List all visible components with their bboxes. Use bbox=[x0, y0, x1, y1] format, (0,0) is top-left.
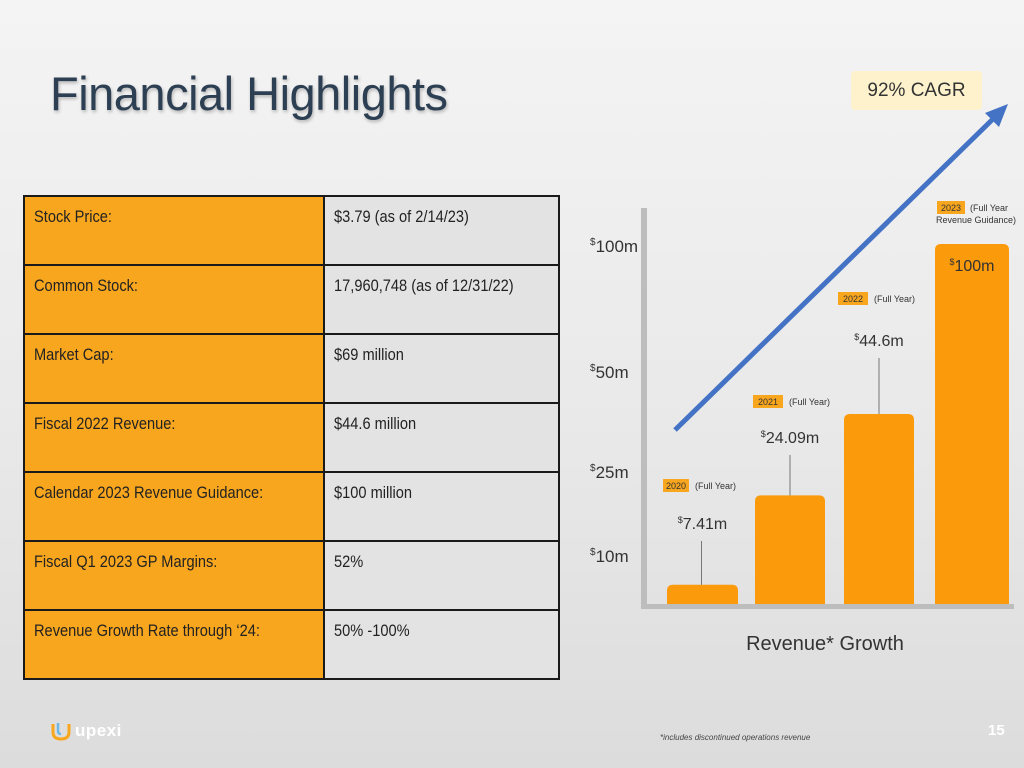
bar bbox=[755, 495, 825, 604]
period-label: (Full Year bbox=[970, 203, 1008, 213]
financial-highlights-table: Stock Price: $3.79 (as of 2/14/23) Commo… bbox=[23, 195, 560, 680]
category-label: 2023 bbox=[941, 203, 961, 213]
y-tick-label: $10m bbox=[590, 547, 629, 566]
category-label: 2022 bbox=[843, 294, 863, 304]
table-row: Stock Price: $3.79 (as of 2/14/23) bbox=[23, 195, 560, 266]
table-row: Revenue Growth Rate through ‘24: 50% -10… bbox=[23, 609, 560, 680]
table-cell-label: Calendar 2023 Revenue Guidance: bbox=[23, 471, 325, 542]
footnote: *includes discontinued operations revenu… bbox=[660, 733, 811, 742]
table-cell-label: Revenue Growth Rate through ‘24: bbox=[23, 609, 325, 680]
data-label: $44.6m bbox=[854, 332, 903, 350]
y-tick-label: $25m bbox=[590, 463, 629, 482]
year-tag bbox=[838, 292, 868, 305]
table-cell-label: Fiscal 2022 Revenue: bbox=[23, 402, 325, 473]
x-axis-line bbox=[641, 604, 1014, 609]
period-label: (Full Year) bbox=[695, 481, 736, 491]
table-cell-value: $69 million bbox=[323, 333, 560, 404]
table-cell-value: $44.6 million bbox=[323, 402, 560, 473]
chart-title: Revenue* Growth bbox=[746, 633, 904, 655]
table-cell-value: 50% -100% bbox=[323, 609, 560, 680]
data-label: $7.41m bbox=[678, 515, 727, 533]
category-label: 2020 bbox=[666, 481, 686, 491]
period-label: (Full Year) bbox=[874, 294, 915, 304]
upexi-logo: upexi bbox=[50, 720, 122, 742]
table-row: Common Stock: 17,960,748 (as of 12/31/22… bbox=[23, 264, 560, 335]
table-row: Calendar 2023 Revenue Guidance: $100 mil… bbox=[23, 471, 560, 542]
period-label: Revenue Guidance) bbox=[936, 215, 1016, 225]
cagr-badge: 92% CAGR bbox=[851, 71, 982, 110]
logo-text: upexi bbox=[75, 721, 122, 740]
table-row: Fiscal 2022 Revenue: $44.6 million bbox=[23, 402, 560, 473]
cagr-arrow-line bbox=[673, 115, 997, 432]
table-row: Fiscal Q1 2023 GP Margins: 52% bbox=[23, 540, 560, 611]
table-cell-label: Market Cap: bbox=[23, 333, 325, 404]
upexi-logo-icon bbox=[51, 723, 71, 741]
year-tag bbox=[753, 395, 783, 408]
year-tag bbox=[937, 201, 965, 214]
table-cell-value: 17,960,748 (as of 12/31/22) bbox=[323, 264, 560, 335]
bar bbox=[667, 584, 738, 604]
table-cell-value: 52% bbox=[323, 540, 560, 611]
y-axis-line bbox=[641, 208, 647, 608]
period-label: (Full Year) bbox=[789, 397, 830, 407]
data-label: $100m bbox=[949, 257, 994, 275]
table-cell-value: $3.79 (as of 2/14/23) bbox=[323, 195, 560, 266]
table-cell-label: Common Stock: bbox=[23, 264, 325, 335]
table-cell-label: Stock Price: bbox=[23, 195, 325, 266]
table-cell-value: $100 million bbox=[323, 471, 560, 542]
y-tick-label: $50m bbox=[590, 363, 629, 382]
table-row: Market Cap: $69 million bbox=[23, 333, 560, 404]
y-tick-label: $100m bbox=[590, 237, 638, 256]
page-number: 15 bbox=[988, 722, 1005, 739]
bar bbox=[844, 413, 914, 604]
data-label: $24.09m bbox=[761, 429, 819, 447]
year-tag bbox=[663, 479, 689, 492]
category-label: 2021 bbox=[758, 397, 778, 407]
table-cell-label: Fiscal Q1 2023 GP Margins: bbox=[23, 540, 325, 611]
page-title: Financial Highlights bbox=[50, 67, 448, 120]
bar bbox=[935, 244, 1009, 604]
cagr-arrow-head bbox=[985, 104, 1008, 127]
